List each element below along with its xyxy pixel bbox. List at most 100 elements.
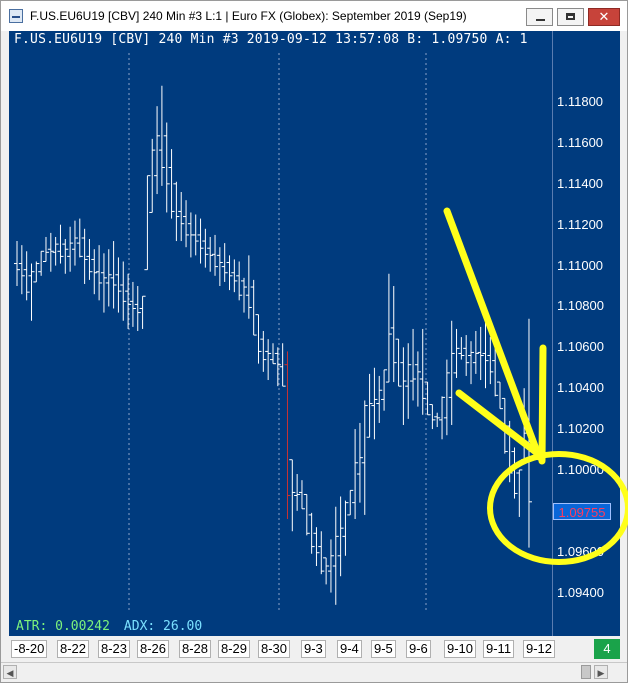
- date-tick-label: 9-5: [371, 640, 396, 658]
- ohlc-bar: [250, 279, 257, 336]
- ohlc-bar: [71, 220, 78, 266]
- ohlc-bar: [463, 335, 470, 376]
- ohlc-bar: [323, 557, 330, 585]
- ohlc-bar: [105, 249, 112, 307]
- ohlc-bar: [434, 412, 441, 428]
- ohlc-bar: [255, 314, 262, 364]
- ohlc-bar: [400, 347, 407, 425]
- price-tick-label: 1.10000: [557, 461, 604, 477]
- ohlc-bar: [414, 351, 421, 407]
- atr-indicator: ATR: 0.00242: [16, 619, 110, 634]
- ohlc-bar: [125, 273, 132, 329]
- ohlc-bar: [86, 239, 93, 280]
- ohlc-bar: [100, 253, 107, 313]
- ohlc-bar: [342, 500, 349, 556]
- ohlc-bar: [221, 243, 228, 282]
- ohlc-bar: [482, 322, 489, 389]
- ohlc-bar: [158, 85, 165, 186]
- ohlc-bar: [163, 122, 170, 213]
- ohlc-bar: [468, 341, 475, 385]
- ohlc-bar: [236, 261, 243, 301]
- title-bar[interactable]: F.US.EU6U19 [CBV] 240 Min #3 L:1 | Euro …: [1, 1, 627, 31]
- ohlc-bar: [192, 214, 199, 256]
- maximize-button[interactable]: [557, 8, 584, 26]
- price-axis[interactable]: [552, 31, 620, 636]
- ohlc-bar: [178, 192, 185, 242]
- ohlc-bar: [395, 338, 402, 387]
- ohlc-bar: [366, 373, 373, 438]
- annotation-arrow-long: [443, 207, 543, 461]
- ohlc-bar: [81, 228, 88, 284]
- ohlc-bar: [14, 241, 20, 287]
- scroll-left-icon[interactable]: ◀: [3, 665, 17, 679]
- ohlc-bar: [511, 447, 518, 499]
- scroll-thumb[interactable]: [581, 665, 591, 679]
- ohlc-bar: [327, 539, 334, 593]
- ohlc-bar: [212, 234, 219, 276]
- ohlc-bar: [42, 236, 49, 262]
- ohlc-bar: [448, 320, 455, 425]
- ohlc-bar: [144, 175, 151, 271]
- ohlc-bar: [294, 474, 301, 511]
- price-chart[interactable]: [9, 31, 552, 636]
- ohlc-bar: [154, 106, 161, 195]
- date-tick-label: 9-3: [301, 640, 326, 658]
- ohlc-bar: [516, 469, 523, 517]
- price-tick-label: 1.10400: [557, 380, 604, 396]
- ohlc-bar: [497, 381, 503, 410]
- ohlc-bar: [289, 459, 296, 532]
- ohlc-bar: [129, 281, 136, 327]
- ohlc-bar: [279, 343, 286, 387]
- ohlc-bar: [57, 224, 64, 264]
- ohlc-bar: [33, 261, 40, 283]
- close-icon: ✕: [598, 9, 610, 24]
- chart-header: F.US.EU6U19 [CBV] 240 Min #3 2019-09-12 …: [14, 32, 528, 47]
- ohlc-bar: [269, 343, 276, 365]
- ohlc-bar: [91, 249, 98, 295]
- price-tick-label: 1.11200: [557, 216, 604, 232]
- ohlc-bar: [439, 396, 446, 440]
- date-tick-label: 8-29: [218, 640, 251, 658]
- minimize-button[interactable]: [526, 8, 553, 26]
- ohlc-bar: [419, 328, 426, 415]
- ohlc-bar: [376, 375, 383, 423]
- ohlc-bar: [265, 339, 272, 381]
- ohlc-bar: [274, 347, 281, 387]
- ohlc-bar: [134, 286, 141, 331]
- ohlc-bar: [390, 286, 397, 383]
- ohlc-bar: [207, 236, 214, 272]
- ohlc-bar: [62, 239, 69, 274]
- horizontal-scrollbar[interactable]: ◀ ▶: [1, 662, 627, 682]
- ohlc-bar: [139, 295, 146, 329]
- price-tick-label: 1.10600: [557, 339, 604, 355]
- annotation-arrow-short: [455, 389, 545, 460]
- date-tick-label: 8-23: [98, 640, 131, 658]
- ohlc-bar: [361, 400, 368, 515]
- ohlc-bar: [38, 250, 45, 276]
- ohlc-bar: [149, 138, 156, 213]
- ohlc-bar: [337, 496, 344, 577]
- ohlc-bar: [453, 328, 460, 378]
- ohlc-bar: [352, 429, 359, 519]
- ohlc-bar: [298, 480, 305, 510]
- date-tick-label: 8-22: [57, 640, 90, 658]
- ohlc-bar: [443, 359, 450, 436]
- ohlc-bar: [231, 259, 238, 293]
- annotation-circle: [487, 451, 628, 565]
- ohlc-bar: [318, 531, 325, 575]
- scroll-right-icon[interactable]: ▶: [594, 665, 608, 679]
- ohlc-bar: [303, 493, 310, 536]
- ohlc-bar: [424, 381, 431, 416]
- ohlc-bar: [410, 328, 417, 401]
- date-tick-label: 9-4: [337, 640, 362, 658]
- close-button[interactable]: ✕: [588, 8, 620, 26]
- date-tick-label: 8-30: [258, 640, 291, 658]
- price-tick-label: 1.11000: [557, 257, 604, 273]
- date-tick-label: 9-11: [483, 640, 515, 658]
- ohlc-bar: [429, 404, 436, 430]
- ohlc-bar: [18, 245, 25, 295]
- page-count-badge[interactable]: 4: [594, 639, 620, 659]
- ohlc-bar: [308, 512, 315, 554]
